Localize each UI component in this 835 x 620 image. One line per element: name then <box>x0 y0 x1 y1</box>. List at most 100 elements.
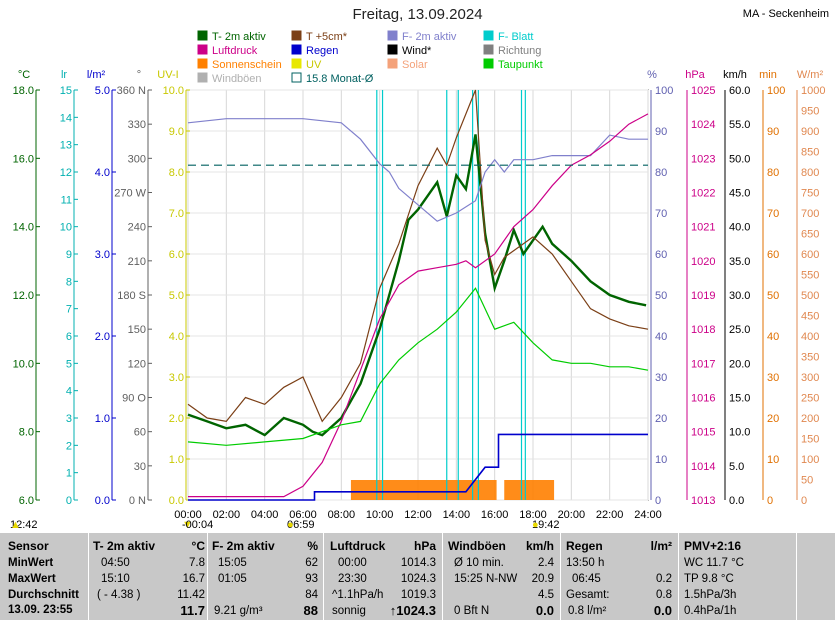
axis-wm2-tick: 450 <box>801 311 819 323</box>
legend-label-wind: Wind* <box>402 45 432 57</box>
cell-value: 7.8 <box>189 557 205 569</box>
axis-wm2-tick: 800 <box>801 167 819 179</box>
weather-chart: °C18.016.014.012.010.08.06.0lr1514131211… <box>13 30 825 521</box>
axis-lr-tick: 14 <box>60 112 72 124</box>
axis-lr-tick: 15 <box>60 85 72 97</box>
axis-lm2-tick: 3.0 <box>95 249 110 261</box>
axis-uv-tick: 3.0 <box>169 372 184 384</box>
axis-lr-tick: 7 <box>66 304 72 316</box>
legend-label-uv: UV <box>306 59 322 71</box>
axis-lm2-tick: 1.0 <box>95 413 110 425</box>
axis-hpa-tick: 1020 <box>691 256 715 268</box>
axis-pct-unit: % <box>647 69 657 81</box>
axis-pct-tick: 90 <box>655 126 667 138</box>
cell-value: 93 <box>305 573 318 585</box>
axis-wm2-tick: 600 <box>801 249 819 261</box>
series-line <box>187 287 649 446</box>
cell-value: 1014.3 <box>400 557 436 569</box>
axis-lr-tick: 5 <box>66 358 72 370</box>
legend-swatch-t5 <box>291 30 302 41</box>
cell-time: 04:50 <box>101 557 130 569</box>
cell-current: 0.0 <box>535 603 554 618</box>
cell-time: 13:50 h <box>566 557 605 569</box>
axis-wm2-tick: 550 <box>801 270 819 282</box>
axis-min-tick: 40 <box>767 331 779 343</box>
series-line <box>187 89 649 423</box>
cell-beaufort: 0 Bft N <box>454 605 490 617</box>
axis-hpa-tick: 1017 <box>691 358 715 370</box>
axis-kmh-tick: 50.0 <box>729 153 750 165</box>
summary-col-sensor: Sensor MinWert MaxWert Durchschnitt 13.0… <box>8 533 90 620</box>
cell-time: Ø 10 min. <box>454 557 504 569</box>
axis-hpa-tick: 1018 <box>691 324 715 336</box>
legend-label-gust: Windböen <box>212 73 262 85</box>
axis-pct-tick: 40 <box>655 331 667 343</box>
cell-value: 0.8 <box>656 589 672 601</box>
axis-wm2-tick: 0 <box>801 495 807 507</box>
axis-wm2-tick: 500 <box>801 290 819 302</box>
axis-temp-tick: 10.0 <box>13 358 34 370</box>
cell-value: 1.5hPa/3h <box>684 589 737 601</box>
axis-lm2-tick: 0.0 <box>95 495 110 507</box>
time-tick: 04:00 <box>251 509 279 521</box>
axis-kmh-tick: 60.0 <box>729 85 750 97</box>
axis-pct-tick: 10 <box>655 454 667 466</box>
axis-uv-tick: 0.0 <box>169 495 184 507</box>
axis-deg-tick: 210 <box>128 256 146 268</box>
cell-current: 0.0 <box>653 603 672 618</box>
axis-lr-tick: 11 <box>61 194 72 206</box>
legend-label-rain: Regen <box>306 45 338 57</box>
legend-swatch-avg <box>291 72 302 83</box>
summary-header: Regen <box>566 539 603 553</box>
cell-time: 15:10 <box>101 573 130 585</box>
axis-lr-tick: 10 <box>60 222 72 234</box>
cell-time: 00:00 <box>338 557 367 569</box>
axis-wm2-tick: 150 <box>801 434 819 446</box>
moonset-label: ▼ -00:04 <box>182 519 214 531</box>
cell-value: 20.9 <box>531 573 554 585</box>
axis-lr-tick: 4 <box>66 386 72 398</box>
axis-lr-tick: 8 <box>66 276 72 288</box>
axis-min-tick: 90 <box>767 126 779 138</box>
axis-wm2-unit: W/m² <box>797 69 824 81</box>
legend-swatch-sun <box>197 58 208 69</box>
axis-kmh-tick: 20.0 <box>729 358 750 370</box>
summary-unit: °C <box>191 539 205 553</box>
time-tick: 12:00 <box>404 509 432 521</box>
axis-pct-tick: 70 <box>655 208 667 220</box>
cell-extra: 9.21 g/m³ <box>214 605 263 617</box>
axis-hpa-tick: 1021 <box>691 222 715 234</box>
axis-deg-tick: 240 <box>128 222 146 234</box>
axis-wm2-tick: 950 <box>801 106 819 118</box>
axis-kmh-tick: 55.0 <box>729 119 750 131</box>
axis-wm2-tick: 100 <box>801 454 819 466</box>
axis-wm2-tick: 900 <box>801 126 819 138</box>
axis-uv-tick: 2.0 <box>169 413 184 425</box>
axis-kmh-tick: 45.0 <box>729 188 750 200</box>
cell-trend: ^1.1hPa/h <box>332 589 384 601</box>
cell-value: 1019.3 <box>400 589 436 601</box>
legend-swatch-uv <box>291 58 302 69</box>
legend-swatch-press <box>197 44 208 55</box>
summary-header: F- 2m aktiv <box>212 539 275 553</box>
axis-hpa-tick: 1016 <box>691 393 715 405</box>
cell-current: ↑1024.3 <box>389 603 436 618</box>
axis-min-tick: 80 <box>767 167 779 179</box>
series-line <box>187 134 647 437</box>
legend-label-dir: Richtung <box>498 45 541 57</box>
axis-min-tick: 30 <box>767 372 779 384</box>
summary-header: Luftdruck <box>330 539 386 553</box>
axis-wm2-tick: 850 <box>801 147 819 159</box>
cell-time: 23:30 <box>338 573 367 585</box>
cell-value: 16.7 <box>182 573 205 585</box>
axis-temp-tick: 16.0 <box>13 153 34 165</box>
axis-lr-tick: 0 <box>66 495 72 507</box>
legend-label-t5: T +5cm* <box>306 31 348 43</box>
cell-value: 84 <box>305 589 318 601</box>
cell-value: 1024.3 <box>400 573 436 585</box>
axis-uv-unit: UV-I <box>157 69 178 81</box>
axis-lr-tick: 1 <box>66 468 72 480</box>
summary-unit: hPa <box>413 539 436 553</box>
axis-deg-tick: 180 S <box>117 290 146 302</box>
axis-lr-tick: 2 <box>66 440 72 452</box>
